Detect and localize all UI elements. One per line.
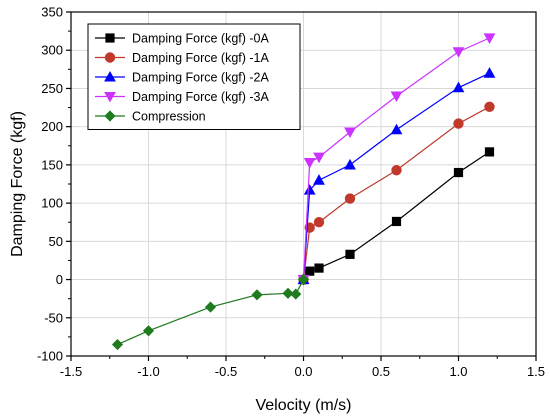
- y-tick-label: -50: [44, 310, 63, 325]
- legend-label: Damping Force (kgf) -2A: [132, 71, 270, 85]
- data-point: [345, 249, 355, 259]
- data-point: [344, 193, 356, 204]
- x-tick-label: -1.5: [60, 364, 82, 379]
- legend-marker: [104, 91, 116, 103]
- data-point: [453, 118, 464, 129]
- x-tick-label: -1.0: [137, 364, 159, 379]
- data-point: [142, 325, 155, 337]
- data-point: [391, 216, 402, 227]
- data-point: [305, 266, 315, 276]
- legend-label: Damping Force (kgf) -0A: [132, 32, 270, 46]
- data-point: [390, 123, 403, 135]
- legend-marker: [104, 70, 116, 82]
- legend-marker: [105, 33, 115, 43]
- data-point: [390, 91, 403, 103]
- x-tick-label: -0.5: [215, 364, 237, 379]
- data-point: [303, 158, 316, 169]
- y-tick-label: 350: [41, 5, 63, 20]
- data-point: [314, 263, 324, 273]
- legend-entry: Damping Force (kgf) -2A: [95, 71, 270, 85]
- y-tick-label: -100: [37, 349, 63, 364]
- y-tick-label: 300: [41, 43, 63, 58]
- data-point: [452, 81, 465, 93]
- data-point: [483, 67, 496, 78]
- series-3: [297, 33, 496, 286]
- plot-series: [111, 33, 496, 351]
- data-point: [484, 101, 495, 112]
- series-0: [298, 147, 495, 285]
- y-tick-label: 0: [56, 272, 63, 287]
- data-point: [297, 273, 310, 286]
- series-line: [302, 37, 490, 280]
- data-point: [282, 287, 294, 299]
- data-point: [251, 289, 263, 301]
- data-point: [303, 184, 316, 195]
- data-point: [313, 174, 325, 185]
- y-axis-title: Damping Force (kgf): [9, 111, 26, 257]
- y-tick-label: 50: [49, 234, 63, 249]
- x-tick-label: 0.5: [372, 364, 390, 379]
- data-point: [344, 158, 356, 170]
- legend-label: Damping Force (kgf) -1A: [132, 51, 270, 65]
- legend: Damping Force (kgf) -0A Damping Force (kg…: [87, 23, 301, 130]
- data-point: [453, 167, 464, 178]
- y-tick-label: 100: [41, 196, 63, 211]
- y-tick-label: 200: [41, 119, 63, 134]
- x-tick-label: 1.0: [449, 364, 467, 379]
- data-point: [484, 147, 495, 157]
- y-tick-label: 250: [41, 81, 63, 96]
- legend-label: Compression: [132, 110, 206, 124]
- legend-marker: [104, 110, 116, 122]
- legend-entry: Compression: [95, 110, 206, 124]
- x-tick-label: 1.5: [527, 364, 545, 379]
- data-point: [452, 47, 465, 58]
- data-point: [204, 301, 217, 313]
- data-point: [313, 217, 325, 228]
- data-point: [483, 33, 496, 45]
- y-tick-label: 150: [41, 157, 63, 172]
- data-point: [391, 165, 402, 176]
- data-point: [290, 288, 302, 300]
- data-point: [313, 152, 325, 164]
- legend-entry: Damping Force (kgf) -3A: [95, 90, 270, 104]
- series-4: [111, 273, 310, 351]
- x-axis-title: Velocity (m/s): [255, 397, 351, 414]
- data-point: [111, 338, 124, 351]
- axis-ticks: -1.5 -1.0 -0.5 0.0 0.5 1.0 1.5 -100 -50 0 50 100 150…: [37, 5, 545, 380]
- legend-entry: Damping Force (kgf) -1A: [95, 51, 270, 65]
- legend-entry: Damping Force (kgf) -0A: [95, 32, 270, 46]
- legend-marker: [104, 52, 116, 63]
- x-tick-label: 0.0: [294, 364, 312, 379]
- legend-label: Damping Force (kgf) -3A: [132, 90, 270, 104]
- data-point: [344, 127, 356, 139]
